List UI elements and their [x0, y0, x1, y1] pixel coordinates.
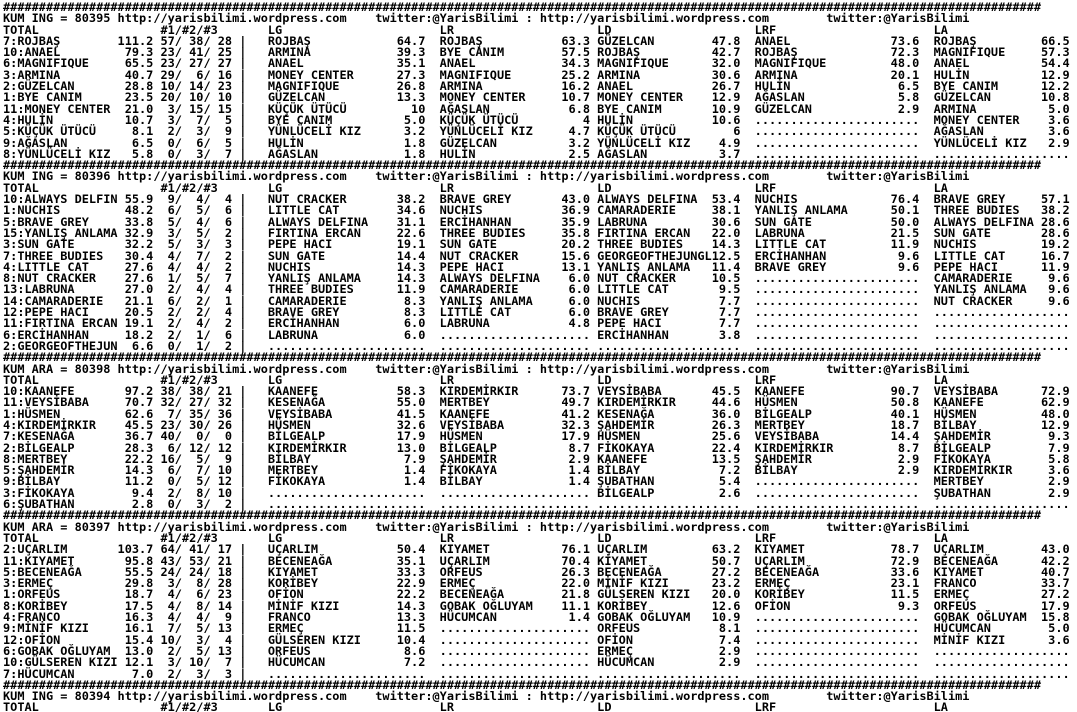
column-header-line: TOTAL #1/#2/#3 LG LR LD LRF LA [3, 700, 948, 712]
table-row-line: 11:FIRTINA ERCAN 19.1 2/ 4/ 2 | ERCİHANH… [3, 316, 1070, 331]
separator-line: ########################################… [3, 350, 1042, 365]
separator-line: ########################################… [3, 508, 1042, 523]
table-row-line: 2:GEORGEOFTHEJUN 6.6 0/ 1/ 2 | .........… [3, 338, 1070, 353]
table-row-line: 6:ERCİHANHAN 18.2 2/ 1/ 6 | LABRUNA 6.0 … [3, 327, 1070, 342]
table-row-line: 2:UÇARLIM 103.7 64/ 41/ 17 | UÇARLIM 50.… [3, 542, 1070, 557]
table-row-line: 10:KAANEFE 97.2 38/ 38/ 21 | KAANEFE 58.… [3, 384, 1070, 399]
table-row-line: 1:NUCHIS 48.2 6/ 5/ 6 | LITTLE CAT 34.6 … [3, 203, 1070, 218]
table-row-line: 13:LABRUNA 27.0 2/ 4/ 4 | THREE BUDIES 1… [3, 282, 1070, 297]
table-row-line: 12:PEPE HACI 20.5 2/ 2/ 4 | BRAVE GREY 8… [3, 305, 1070, 320]
column-header-line: TOTAL #1/#2/#3 LG LR LD LRF LA [3, 22, 948, 37]
table-row-line: 10:GÜLSEREN KIZI 12.1 3/ 10/ 7 | HÜCUMCA… [3, 655, 1070, 670]
table-row-line: 8:KORİBEY 17.5 4/ 8/ 14 | MİNİF KIZI 14.… [3, 598, 1070, 613]
table-row-line: 6:ŞUBATHAN 2.8 0/ 3/ 2 | ...............… [3, 497, 1070, 512]
column-header-line: TOTAL #1/#2/#3 LG LR LD LRF LA [3, 180, 948, 195]
table-row-line: 9:MİNİF KIZI 16.1 7/ 5/ 13 | ERMEÇ 11.5 … [3, 621, 1070, 636]
table-row-line: 4:KIRDEMİRKIR 45.5 23/ 30/ 26 | HÜSMEN 3… [3, 417, 1070, 432]
table-row-line: 3:FİKOKAYA 9.4 2/ 8/ 10 | ..............… [3, 485, 1070, 500]
table-row-line: 2:BİLGEALP 28.3 6/ 12/ 12 | KIRDEMİRKIR … [3, 440, 1070, 455]
table-row-line: 9:BİLBAY 11.2 0/ 5/ 12 | FİKOKAYA 1.4 Bİ… [3, 474, 1070, 489]
section-header-line: KUM ARA = 80398 http://yarisbilimi.wordp… [3, 361, 970, 376]
table-row-line: 4:HULİN 10.7 3/ 7/ 5 | BYE CANIM 5.0 KÜÇ… [3, 112, 1070, 127]
table-row-line: 4:FRANCO 16.3 4/ 4/ 9 | FRANCO 13.3 HÜCU… [3, 610, 1070, 625]
table-row-line: 6:MAGNIFIQUE 65.5 23/ 27/ 27 | ANAEL 35.… [3, 56, 1070, 71]
table-row-line: 11:MONEY CENTER 21.0 3/ 15/ 15 | KÜÇÜK Ü… [3, 101, 1070, 116]
table-row-line: 11:KIYAMET 95.8 43/ 53/ 21 | BECENEAĞA 3… [3, 553, 1070, 568]
table-row-line: 15:YANLIŞ ANLAMA 32.9 3/ 5/ 2 | FIRTINA … [3, 225, 1070, 240]
table-row-line: 9:AĞASLAN 6.5 0/ 6/ 5 | HULİN 1.8 GÜZELC… [3, 135, 1070, 150]
section-header-line: KUM ING = 80396 http://yarisbilimi.wordp… [3, 169, 970, 184]
table-row-line: 1:ORFEUS 18.7 4/ 6/ 23 | OFİON 22.2 BECE… [3, 587, 1070, 602]
column-header-line: TOTAL #1/#2/#3 LG LR LD LRF LA [3, 530, 948, 545]
table-row-line: 10:ALWAYS DELFIN 55.9 9/ 4/ 4 | NUT CRAC… [3, 192, 1070, 207]
table-row-line: 3:ERMEÇ 29.8 3/ 8/ 28 | KORİBEY 22.9 ERM… [3, 576, 1070, 591]
section-header-line: KUM ING = 80395 http://yarisbilimi.wordp… [3, 11, 970, 26]
table-row-line: 5:BRAVE GREY 33.8 5/ 4/ 6 | ALWAYS DELFI… [3, 214, 1070, 229]
separator-line: ########################################… [3, 0, 1042, 14]
table-row-line: 6:GOBAK OĞLUYAM 13.0 2/ 5/ 13 | ORFEUS 8… [3, 643, 1070, 658]
section-header-line: KUM ING = 80394 http://yarisbilimi.wordp… [3, 689, 970, 704]
table-row-line: 2:GÜZELCAN 28.8 10/ 14/ 23 | MAGNIFIQUE … [3, 79, 1070, 94]
table-row-line: 1:HÜSMEN 62.6 7/ 35/ 36 | VEYSİBABA 41.5… [3, 406, 1070, 421]
column-header-line: TOTAL #1/#2/#3 LG LR LD LRF LA [3, 372, 948, 387]
table-row-line: 8:NUT CRACKER 27.6 1/ 5/ 7 | YANLIŞ ANLA… [3, 271, 1070, 286]
separator-line: ########################################… [3, 677, 1042, 692]
table-row-line: 5:BECENEAĞA 55.5 24/ 24/ 18 | KIYAMET 33… [3, 564, 1070, 579]
section-header-line: KUM ARA = 80397 http://yarisbilimi.wordp… [3, 519, 970, 534]
table-row-line: 7:KESENAĞA 36.7 40/ 0/ 0 | BİLGEALP 17.9… [3, 429, 1070, 444]
table-row-line: 5:KÜÇÜK ÜTÜCÜ 8.1 2/ 3/ 9 | YÜNLÜCELİ KI… [3, 124, 1070, 139]
table-row-line: 7:THREE BUDIES 30.4 4/ 7/ 2 | SUN GATE 1… [3, 248, 1070, 263]
table-row-line: 8:YÜNLÜCELİ KIZ 5.8 0/ 3/ 7 | AĞASLAN 1.… [3, 146, 1070, 161]
table-row-line: 12:OFİON 15.4 10/ 3/ 4 | GÜLSEREN KIZI 1… [3, 632, 1070, 647]
table-row-line: 4:LITTLE CAT 27.6 4/ 4/ 2 | NUCHIS 14.3 … [3, 259, 1070, 274]
table-row-line: 1:BYE CANIM 23.5 20/ 10/ 10 | GÜZELCAN 1… [3, 90, 1070, 105]
table-row-line: 14:CAMARADERIE 21.1 6/ 2/ 1 | CAMARADERI… [3, 293, 1070, 308]
table-row-line: 7:HÜCUMCAN 7.0 2/ 3/ 3 | ...............… [3, 666, 1070, 681]
table-row-line: 3:ARMINA 40.7 29/ 6/ 16 | MONEY CENTER 2… [3, 67, 1070, 82]
table-row-line: 8:MERTBEY 22.2 16/ 5/ 9 | BİLBAY 7.9 ŞAH… [3, 451, 1070, 466]
table-row-line: 7:ROJBAŞ 111.2 57/ 38/ 28 | ROJBAŞ 64.7 … [3, 33, 1070, 48]
table-row-line: 3:SUN GATE 32.2 5/ 3/ 3 | PEPE HACI 19.1… [3, 237, 1070, 252]
table-row-line: 11:VEYSİBABA 70.7 32/ 27/ 32 | KESENAĞA … [3, 395, 1070, 410]
table-row-line: 10:ANAEL 79.3 23/ 41/ 25 | ARMINA 39.3 B… [3, 45, 1070, 60]
table-row-line: 5:ŞAHDEMİR 14.3 6/ 7/ 10 | MERTBEY 1.4 F… [3, 463, 1070, 478]
separator-line: ########################################… [3, 158, 1042, 173]
